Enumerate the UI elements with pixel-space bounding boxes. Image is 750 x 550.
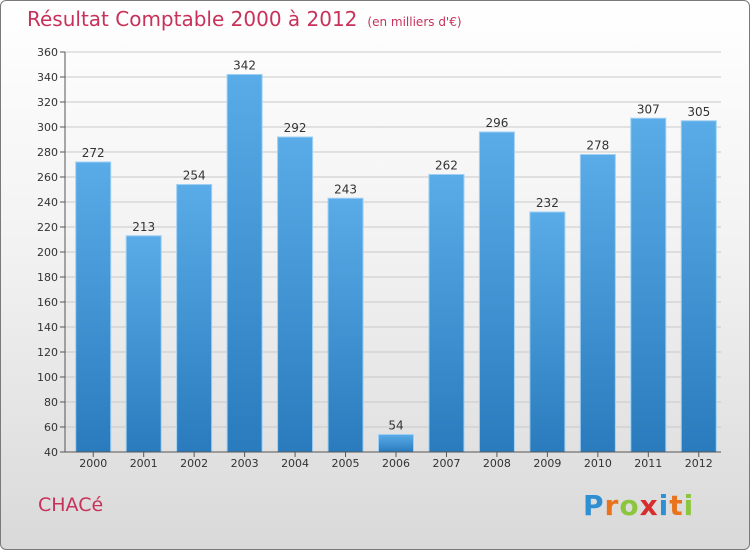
bar-value-label: 54 <box>388 419 403 433</box>
y-tick-label: 240 <box>37 196 58 209</box>
bar-2003 <box>226 74 263 453</box>
x-tick-label: 2010 <box>584 457 612 470</box>
bar-2002 <box>176 184 213 453</box>
y-tick-label: 120 <box>37 346 58 359</box>
x-tick-label: 2011 <box>634 457 662 470</box>
bar-2006 <box>378 434 414 453</box>
bar-2009 <box>529 211 566 453</box>
chart-title: Résultat Comptable 2000 à 2012 (en millie… <box>27 7 462 31</box>
bar-2010 <box>579 154 616 453</box>
logo-letter: i <box>658 489 670 522</box>
y-tick-label: 200 <box>37 246 58 259</box>
y-tick-label: 220 <box>37 221 58 234</box>
bar-value-label: 296 <box>485 116 508 130</box>
bar-2008 <box>478 131 515 453</box>
logo-letter: t <box>669 489 684 522</box>
bar-value-label: 262 <box>435 159 458 173</box>
bar-2000 <box>75 161 112 453</box>
y-tick-label: 100 <box>37 371 58 384</box>
bar-value-label: 243 <box>334 182 357 196</box>
y-tick-label: 260 <box>37 171 58 184</box>
x-tick-label: 2006 <box>382 457 410 470</box>
y-tick-label: 80 <box>44 396 58 409</box>
bar-2001 <box>125 235 162 453</box>
y-tick-label: 140 <box>37 321 58 334</box>
bar-2007 <box>428 174 465 453</box>
x-tick-label: 2002 <box>180 457 208 470</box>
bar-value-label: 213 <box>132 220 155 234</box>
y-tick-label: 360 <box>37 46 58 59</box>
bar-2004 <box>277 136 314 453</box>
x-tick-label: 2009 <box>533 457 561 470</box>
y-tick-label: 320 <box>37 96 58 109</box>
logo-letter: o <box>619 489 640 522</box>
y-tick-label: 280 <box>37 146 58 159</box>
y-tick-label: 160 <box>37 296 58 309</box>
bar-value-label: 307 <box>637 102 660 116</box>
logo-letter: x <box>639 489 659 522</box>
x-tick-label: 2008 <box>483 457 511 470</box>
y-tick-label: 60 <box>44 421 58 434</box>
x-tick-label: 2007 <box>432 457 460 470</box>
bar-value-label: 305 <box>687 105 710 119</box>
x-tick-label: 2004 <box>281 457 309 470</box>
x-tick-label: 2000 <box>79 457 107 470</box>
logo-letter: P <box>583 489 605 522</box>
bar-2011 <box>630 117 667 453</box>
proxiti-logo[interactable]: Proxiti <box>583 489 694 522</box>
y-tick-label: 40 <box>44 446 58 459</box>
y-tick-label: 340 <box>37 71 58 84</box>
logo-letter: i <box>683 489 695 522</box>
x-tick-label: 2003 <box>231 457 259 470</box>
bar-value-label: 278 <box>586 139 609 153</box>
bar-value-label: 272 <box>82 146 105 160</box>
chart-title-text: Résultat Comptable 2000 à 2012 <box>27 7 358 31</box>
bar-value-label: 254 <box>183 169 206 183</box>
y-tick-label: 180 <box>37 271 58 284</box>
y-tick-label: 300 <box>37 121 58 134</box>
bar-2012 <box>680 120 717 453</box>
logo-letter: r <box>604 489 620 522</box>
x-tick-label: 2001 <box>130 457 158 470</box>
city-name: CHACé <box>38 494 104 516</box>
bar-2005 <box>327 197 364 453</box>
x-tick-label: 2005 <box>332 457 360 470</box>
x-tick-label: 2012 <box>685 457 713 470</box>
bar-value-label: 292 <box>284 121 307 135</box>
chart-unit: (en milliers d'€) <box>367 15 462 29</box>
bar-value-label: 342 <box>233 59 256 73</box>
bar-value-label: 232 <box>536 196 559 210</box>
